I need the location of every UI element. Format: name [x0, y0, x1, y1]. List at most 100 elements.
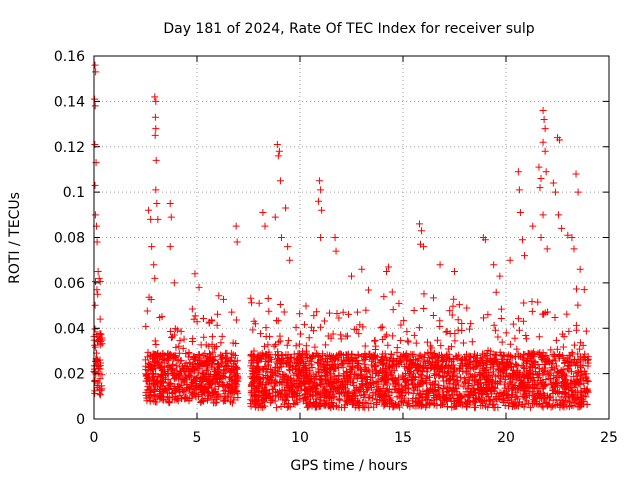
data-point-peak	[490, 261, 498, 269]
data-point	[582, 327, 590, 335]
y-axis-label: ROTI / TECUs	[7, 192, 23, 284]
data-point	[415, 391, 423, 399]
data-point	[249, 374, 257, 382]
data-point	[234, 375, 242, 383]
data-point	[522, 332, 530, 340]
data-point	[172, 361, 180, 369]
data-point	[442, 355, 450, 363]
data-point	[467, 353, 475, 361]
data-point	[152, 341, 160, 349]
data-point	[301, 379, 309, 387]
data-point-peak	[151, 93, 159, 101]
data-point	[364, 286, 372, 294]
data-point	[541, 381, 549, 389]
data-point	[162, 356, 170, 364]
data-point	[314, 365, 322, 373]
data-point	[393, 379, 401, 387]
data-point	[368, 366, 376, 374]
data-point	[549, 396, 557, 404]
data-point-peak	[261, 222, 269, 230]
data-point	[384, 341, 392, 349]
data-point	[420, 304, 428, 312]
data-point-peak	[153, 199, 161, 207]
data-point	[226, 356, 234, 364]
data-point	[549, 387, 557, 395]
data-point	[484, 346, 492, 354]
data-point	[403, 328, 411, 336]
data-point	[286, 366, 294, 374]
data-point	[410, 306, 418, 314]
data-point	[501, 401, 509, 409]
data-point	[514, 386, 522, 394]
data-point	[229, 399, 237, 407]
data-point	[190, 366, 198, 374]
data-point	[404, 337, 412, 345]
data-point	[301, 372, 309, 380]
data-point	[302, 390, 310, 398]
data-point	[357, 392, 365, 400]
data-point	[514, 362, 522, 370]
data-point	[365, 394, 373, 402]
data-point	[247, 362, 255, 370]
data-point	[511, 402, 519, 410]
data-point	[305, 390, 313, 398]
data-point	[319, 350, 327, 358]
data-point	[279, 352, 287, 360]
data-point	[180, 377, 188, 385]
data-point	[464, 382, 472, 390]
data-point	[580, 385, 588, 393]
data-point	[304, 403, 312, 411]
data-point	[232, 316, 240, 324]
data-point-peak	[275, 147, 283, 155]
data-point	[297, 356, 305, 364]
data-point	[257, 330, 265, 338]
data-point	[227, 368, 235, 376]
data-point	[202, 354, 210, 362]
data-point-peak	[166, 243, 174, 251]
data-point	[150, 376, 158, 384]
data-point	[525, 388, 533, 396]
data-point	[378, 323, 386, 331]
data-point	[276, 301, 284, 309]
data-point	[401, 394, 409, 402]
data-point	[553, 373, 561, 381]
data-point-peak	[516, 209, 524, 217]
data-point	[178, 395, 186, 403]
data-point	[505, 392, 513, 400]
data-point	[561, 390, 569, 398]
data-point	[380, 402, 388, 410]
data-point	[446, 376, 454, 384]
data-point	[253, 359, 261, 367]
data-point	[362, 381, 370, 389]
data-point-peak	[529, 222, 537, 230]
data-point	[286, 361, 294, 369]
data-point	[505, 384, 513, 392]
data-point	[217, 355, 225, 363]
data-point	[324, 388, 332, 396]
data-point	[363, 399, 371, 407]
data-point	[213, 376, 221, 384]
data-point	[548, 360, 556, 368]
data-point	[302, 369, 310, 377]
y-tick-label: 0.16	[54, 49, 85, 65]
data-point	[528, 381, 536, 389]
data-point-peak	[576, 265, 584, 273]
data-point	[483, 352, 491, 360]
data-point	[313, 382, 321, 390]
data-point	[150, 350, 158, 358]
data-point	[285, 337, 293, 345]
data-point	[221, 386, 229, 394]
data-point	[337, 361, 345, 369]
data-point	[344, 356, 352, 364]
data-point	[572, 388, 580, 396]
data-point	[464, 393, 472, 401]
data-point	[535, 333, 543, 341]
data-point	[203, 353, 211, 361]
data-point	[560, 333, 568, 341]
data-point	[457, 374, 465, 382]
data-point	[276, 332, 284, 340]
data-point	[484, 311, 492, 319]
data-point	[426, 379, 434, 387]
data-point	[212, 342, 220, 350]
data-point	[534, 400, 542, 408]
